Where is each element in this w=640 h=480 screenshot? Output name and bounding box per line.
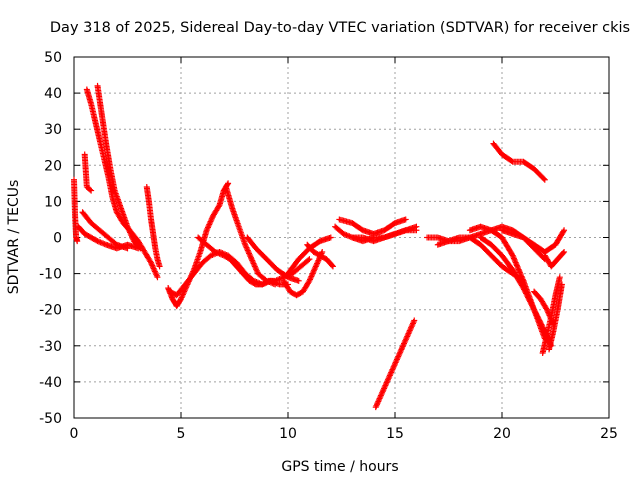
series-arc3 bbox=[81, 151, 95, 194]
x-axis-label: GPS time / hours bbox=[281, 459, 398, 475]
data-point-trail bbox=[280, 248, 326, 299]
y-tick-label: -10 bbox=[39, 267, 62, 283]
y-tick-label: -30 bbox=[39, 339, 62, 355]
y-axis-label: SDTVAR / TECUs bbox=[6, 180, 22, 295]
data-point-trail bbox=[541, 248, 568, 270]
y-tick-label: -40 bbox=[39, 375, 62, 391]
series-arc17 bbox=[336, 216, 409, 237]
y-tick-label: 40 bbox=[44, 86, 62, 102]
series-arc18 bbox=[349, 223, 420, 245]
series-arc26 bbox=[541, 248, 568, 270]
series-arc6 bbox=[79, 209, 131, 252]
data-point-trail bbox=[349, 223, 420, 245]
x-tick-label: 25 bbox=[600, 426, 618, 442]
x-tick-label: 5 bbox=[177, 426, 186, 442]
chart-title: Day 318 of 2025, Sidereal Day-to-day VTE… bbox=[50, 20, 630, 36]
series-arc19 bbox=[372, 317, 418, 411]
x-axis-ticks: 0 5 10 15 20 25 bbox=[70, 57, 618, 442]
data-point-trail bbox=[477, 234, 555, 349]
data-point-trail bbox=[372, 317, 418, 411]
data-point-trail bbox=[546, 281, 565, 353]
data-points bbox=[71, 82, 568, 411]
data-point-trail bbox=[79, 209, 131, 252]
y-axis-ticks: -50 -40 -30 -20 -10 0 10 20 30 40 50 bbox=[39, 50, 609, 427]
data-point-trail bbox=[71, 176, 81, 245]
y-tick-label: 50 bbox=[44, 50, 62, 66]
data-point-trail bbox=[83, 86, 161, 281]
series-arc14 bbox=[285, 234, 334, 277]
data-point-trail bbox=[336, 216, 409, 237]
series-arc8 bbox=[165, 180, 232, 310]
data-point-trail bbox=[490, 140, 548, 183]
data-point-trail bbox=[94, 82, 144, 252]
data-point-trail bbox=[434, 234, 527, 284]
series-arc29 bbox=[531, 288, 557, 328]
series-arc4 bbox=[71, 176, 81, 245]
data-point-trail bbox=[244, 234, 302, 284]
series-arc2 bbox=[94, 82, 144, 252]
series-arc15 bbox=[304, 241, 336, 270]
series-arc27 bbox=[546, 281, 565, 353]
series-arc7 bbox=[143, 183, 163, 270]
series-arc1 bbox=[83, 86, 161, 281]
series-arc24 bbox=[490, 140, 548, 183]
data-point-trail bbox=[304, 241, 336, 270]
series-arc25 bbox=[499, 227, 568, 255]
y-tick-label: 30 bbox=[44, 122, 62, 138]
data-point-trail bbox=[222, 183, 279, 288]
y-tick-label: 20 bbox=[44, 158, 62, 174]
data-point-trail bbox=[165, 180, 232, 310]
x-tick-label: 20 bbox=[493, 426, 511, 442]
x-tick-label: 15 bbox=[386, 426, 404, 442]
data-point-trail bbox=[531, 288, 557, 328]
y-tick-label: -20 bbox=[39, 303, 62, 319]
data-point-trail bbox=[499, 227, 568, 255]
x-tick-label: 0 bbox=[70, 426, 79, 442]
y-tick-label: 0 bbox=[53, 231, 62, 247]
data-point-trail bbox=[143, 183, 163, 270]
series-arc11 bbox=[222, 183, 279, 288]
data-point-trail bbox=[285, 234, 334, 277]
x-tick-label: 10 bbox=[279, 426, 297, 442]
series-arc21 bbox=[434, 234, 527, 284]
series-arc13 bbox=[280, 248, 326, 299]
y-tick-label: 10 bbox=[44, 194, 62, 210]
y-tick-label: -50 bbox=[39, 411, 62, 427]
series-arc23 bbox=[477, 234, 555, 349]
data-point-trail bbox=[81, 151, 95, 194]
series-arc12 bbox=[244, 234, 302, 284]
